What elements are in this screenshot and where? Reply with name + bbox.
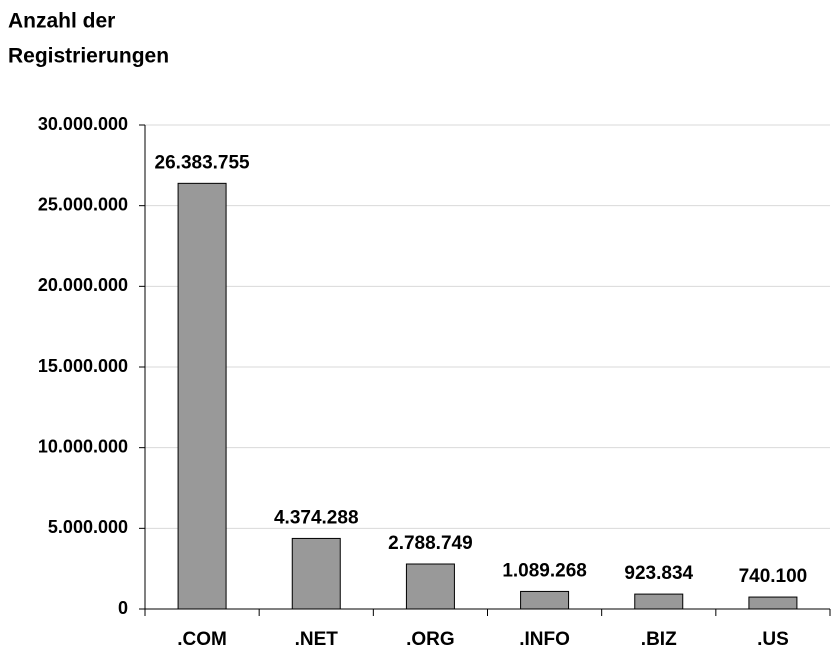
bar [177, 182, 227, 610]
x-tick-label: .BIZ [641, 629, 677, 650]
value-label: 740.100 [739, 566, 808, 587]
x-tick-label: .COM [177, 629, 227, 650]
value-label: 923.834 [624, 563, 693, 584]
value-label: 1.089.268 [502, 560, 587, 581]
y-tick-label: 5.000.000 [48, 517, 128, 537]
y-tick-label: 30.000.000 [38, 114, 128, 134]
y-tick-label: 0 [118, 598, 128, 618]
y-tick-label: 20.000.000 [38, 275, 128, 295]
x-tick-label: .US [757, 629, 789, 650]
x-tick-label: .NET [295, 629, 339, 650]
x-tick-label: .ORG [406, 629, 455, 650]
bar [405, 563, 455, 610]
y-tick-label: 10.000.000 [38, 436, 128, 456]
bar [634, 593, 684, 610]
y-tick-label: 25.000.000 [38, 194, 128, 214]
bar [748, 596, 798, 610]
value-label: 26.383.755 [155, 152, 251, 173]
value-label: 2.788.749 [388, 533, 473, 554]
bar [291, 537, 341, 610]
chart-title: Registrierungen [8, 45, 169, 68]
bar [520, 590, 570, 610]
value-label: 4.374.288 [274, 507, 359, 528]
x-tick-label: .INFO [519, 629, 570, 650]
chart-title: Anzahl der [8, 10, 115, 33]
y-tick-label: 15.000.000 [38, 356, 128, 376]
